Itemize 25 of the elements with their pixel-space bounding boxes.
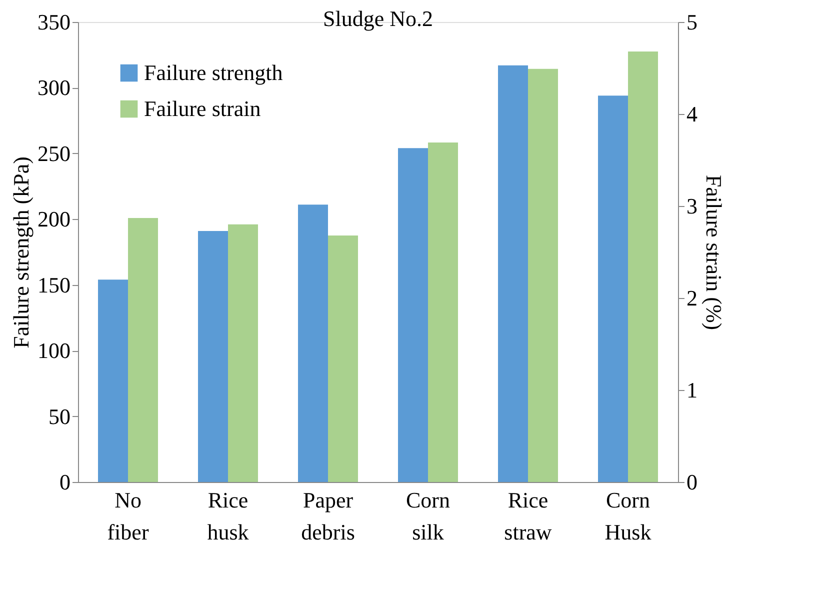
x-tick-label: Rice straw bbox=[504, 488, 552, 544]
x-tick-label: Rice husk bbox=[207, 488, 249, 544]
legend-label: Failure strain bbox=[144, 96, 261, 121]
y-tick-label: 100 bbox=[38, 338, 70, 364]
chart-title: Sludge No.2 bbox=[323, 6, 433, 31]
y-tick-label: 0 bbox=[60, 470, 70, 494]
y-tick-label: 300 bbox=[38, 75, 70, 100]
x-tick-label: Corn Husk bbox=[604, 488, 652, 544]
y2-tick-label: 5 bbox=[686, 10, 698, 34]
y-tick-label: 50 bbox=[48, 404, 70, 429]
y2-tick-label: 0 bbox=[686, 470, 698, 494]
y2-axis-title: Failure strain (%) bbox=[702, 174, 726, 330]
y-tick-label: 150 bbox=[38, 272, 70, 298]
y-axis-title: Failure strength (kPa) bbox=[8, 156, 34, 348]
y-tick-label: 250 bbox=[38, 140, 70, 166]
x-tick-label: Corn silk bbox=[406, 488, 450, 544]
y2-tick-label: 2 bbox=[686, 286, 698, 310]
y-tick-label: 350 bbox=[38, 10, 70, 34]
legend-label: Failure strength bbox=[144, 60, 283, 85]
x-tick-label: Paper debris bbox=[301, 488, 355, 544]
y2-tick-label: 4 bbox=[686, 102, 698, 126]
x-tick-label: No fiber bbox=[107, 488, 150, 544]
y2-tick-label: 3 bbox=[686, 194, 698, 218]
y2-tick-label: 1 bbox=[686, 378, 698, 402]
y-tick-label: 200 bbox=[38, 206, 70, 232]
